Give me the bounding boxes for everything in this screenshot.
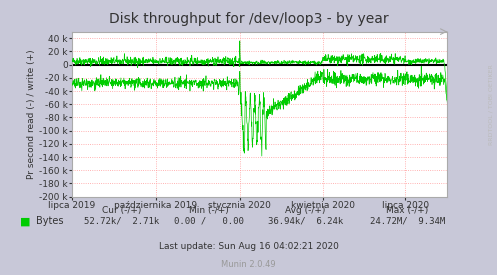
Text: Munin 2.0.49: Munin 2.0.49 <box>221 260 276 269</box>
Text: 36.94k/  6.24k: 36.94k/ 6.24k <box>268 217 343 226</box>
Text: ■: ■ <box>20 216 30 226</box>
Text: Max (-/+): Max (-/+) <box>386 206 429 215</box>
Text: Bytes: Bytes <box>36 216 63 226</box>
Text: Min (-/+): Min (-/+) <box>189 206 229 215</box>
Text: 24.72M/  9.34M: 24.72M/ 9.34M <box>370 217 445 226</box>
Text: 0.00 /   0.00: 0.00 / 0.00 <box>174 217 244 226</box>
Y-axis label: Pr second read (-) / write (+): Pr second read (-) / write (+) <box>27 49 36 179</box>
Text: 52.72k/  2.71k: 52.72k/ 2.71k <box>84 217 160 226</box>
Text: Last update: Sun Aug 16 04:02:21 2020: Last update: Sun Aug 16 04:02:21 2020 <box>159 242 338 251</box>
Text: RRDTOOL / TOBI OETIKER: RRDTOOL / TOBI OETIKER <box>489 64 494 145</box>
Text: Avg (-/+): Avg (-/+) <box>285 206 326 215</box>
Text: Disk throughput for /dev/loop3 - by year: Disk throughput for /dev/loop3 - by year <box>109 12 388 26</box>
Text: Cur (-/+): Cur (-/+) <box>102 206 142 215</box>
